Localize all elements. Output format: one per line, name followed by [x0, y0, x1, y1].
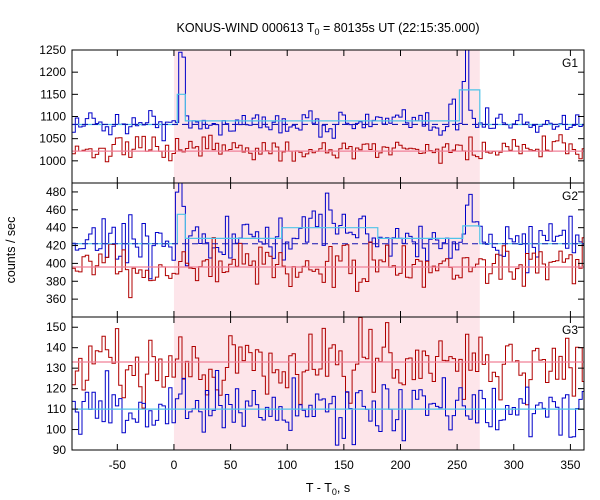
y-tick-label: 130: [46, 361, 66, 375]
y-tick-label: 1250: [39, 43, 66, 57]
y-tick-label: 420: [46, 239, 66, 253]
panel-frame-g3: [71, 316, 585, 451]
panel-g1: 1000 1050 1100 1150 1200 1250 G1: [39, 43, 585, 184]
panel-label-g1: G1: [562, 56, 578, 70]
x-tick-label: 0: [171, 458, 178, 472]
panel-g3: 90 100 110 120 130 140 150 G3: [46, 316, 585, 457]
panels-group: 100010501100115012001250G136038040042044…: [39, 43, 585, 472]
y-tick-label: 100: [46, 423, 66, 437]
y-tick-label: 1050: [39, 132, 66, 146]
y-tick-label: 90: [53, 443, 67, 457]
y-tick-label: 400: [46, 256, 66, 270]
panel-data-g1: [72, 50, 584, 164]
interval-shade-g3: [173, 317, 480, 450]
interval-shade-g1: [173, 50, 480, 183]
y-tick-label: 1100: [40, 110, 66, 124]
y-tick-label: 1000: [39, 154, 66, 168]
fit-model-cyan-g2: [72, 213, 584, 245]
y-tick-label: 110: [47, 402, 66, 416]
x-tick-label: 350: [560, 458, 580, 472]
y-tick-label: 360: [46, 292, 66, 306]
panel-data-g3: [72, 317, 584, 446]
x-tick-label: 300: [504, 458, 524, 472]
interval-shade-g2: [173, 183, 480, 317]
x-tick-label: -50: [109, 458, 127, 472]
y-tick-label: 150: [46, 320, 66, 334]
y-axis-label: counts / sec: [4, 217, 18, 284]
y-tick-label: 440: [46, 221, 66, 235]
x-tick-label: 200: [390, 458, 410, 472]
y-tick-label: 140: [46, 341, 66, 355]
x-tick-label: 50: [224, 458, 238, 472]
x-axis-tick-labels: -50 0 50 100 150 200 250 300 350: [109, 458, 581, 472]
x-tick-label: 100: [277, 458, 297, 472]
x-axis-label: T - T0, s: [306, 481, 350, 497]
lightcurve-blue-g1: [72, 50, 584, 142]
panel-label-g2: G2: [562, 189, 578, 203]
lightcurve-blue-g3: [72, 370, 584, 446]
chart-title: KONUS-WIND 000613 T0 = 80135s UT (22:15:…: [177, 21, 480, 37]
y-tick-label: 1200: [39, 65, 66, 79]
y-tick-label: 120: [46, 382, 66, 396]
y-tick-label: 480: [46, 185, 66, 199]
panel-label-g3: G3: [562, 323, 578, 337]
y-tick-label: 1150: [40, 87, 66, 101]
x-tick-label: 150: [334, 458, 354, 472]
y-tick-label: 460: [46, 203, 66, 217]
panel-g2: 360 380 400 420 440 460 480 G2: [46, 182, 585, 318]
y-tick-label: 380: [46, 274, 66, 288]
x-tick-label: 250: [447, 458, 467, 472]
panel-data-g2: [72, 183, 584, 299]
lightcurve-red-g2: [72, 237, 584, 299]
